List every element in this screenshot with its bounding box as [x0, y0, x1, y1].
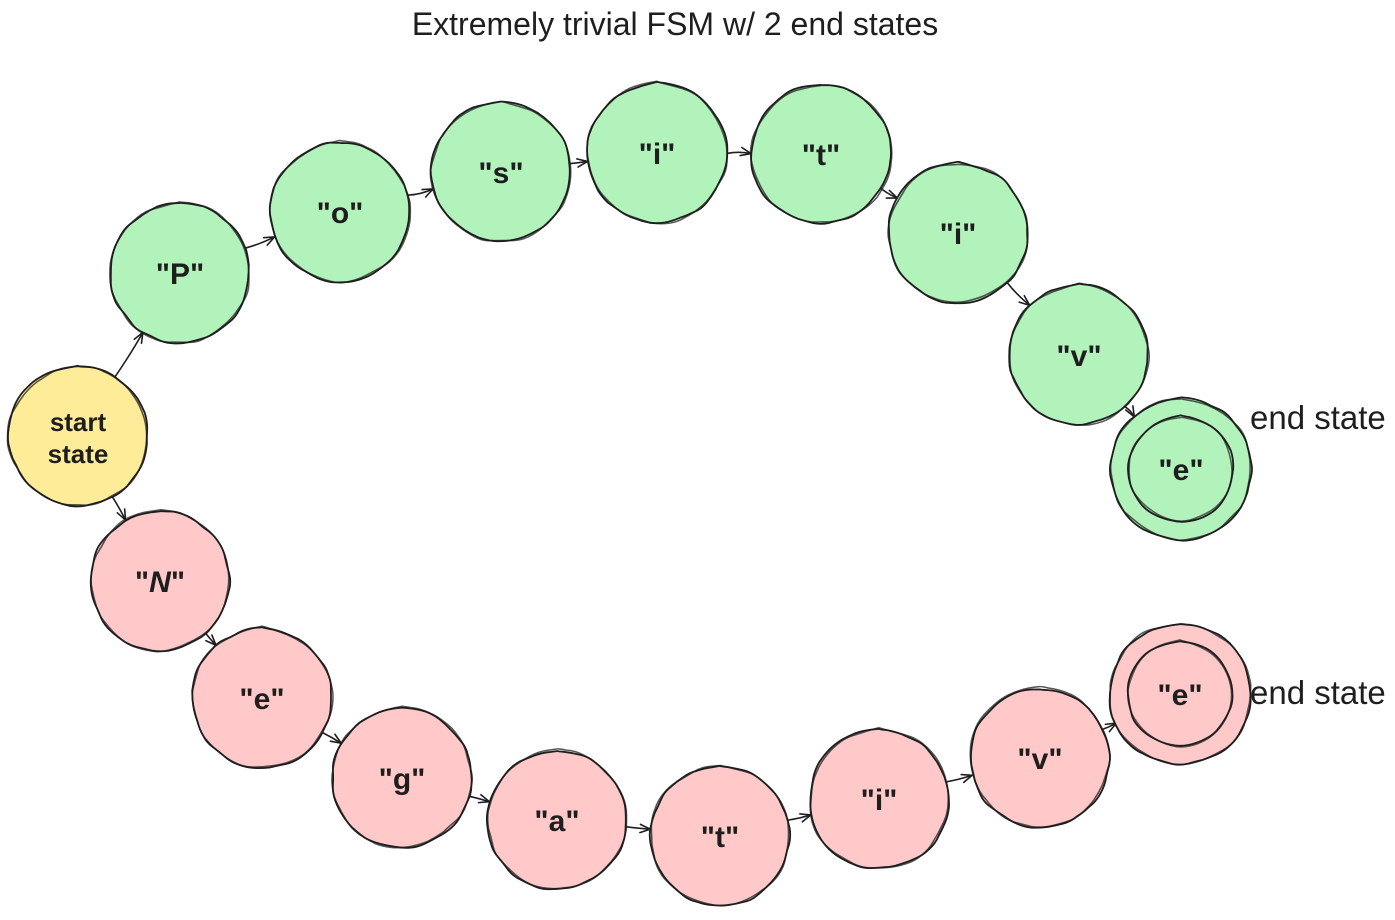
svg-text:"e": "e" [1158, 454, 1203, 487]
svg-text:"i": "i" [639, 138, 676, 171]
svg-text:state: state [48, 439, 109, 469]
svg-text:"a": "a" [534, 805, 579, 838]
svg-text:"t": "t" [701, 821, 739, 854]
svg-text:"e": "e" [1157, 679, 1202, 712]
svg-text:"o": "o" [317, 197, 364, 230]
svg-text:"v": "v" [1056, 340, 1101, 373]
svg-text:end state: end state [1250, 399, 1386, 436]
svg-text:"s": "s" [478, 157, 523, 190]
svg-text:"N": "N" [135, 566, 185, 599]
svg-text:end state: end state [1250, 674, 1386, 711]
svg-text:"P": "P" [156, 258, 204, 291]
svg-text:"i": "i" [940, 218, 977, 251]
svg-text:"i": "i" [861, 784, 898, 817]
svg-text:start: start [50, 407, 107, 437]
svg-text:"g": "g" [379, 763, 426, 796]
svg-text:Extremely trivial FSM w/ 2 end: Extremely trivial FSM w/ 2 end states [412, 6, 938, 42]
svg-text:"t": "t" [802, 139, 840, 172]
svg-text:"v": "v" [1017, 743, 1062, 776]
svg-text:"e": "e" [239, 683, 284, 716]
